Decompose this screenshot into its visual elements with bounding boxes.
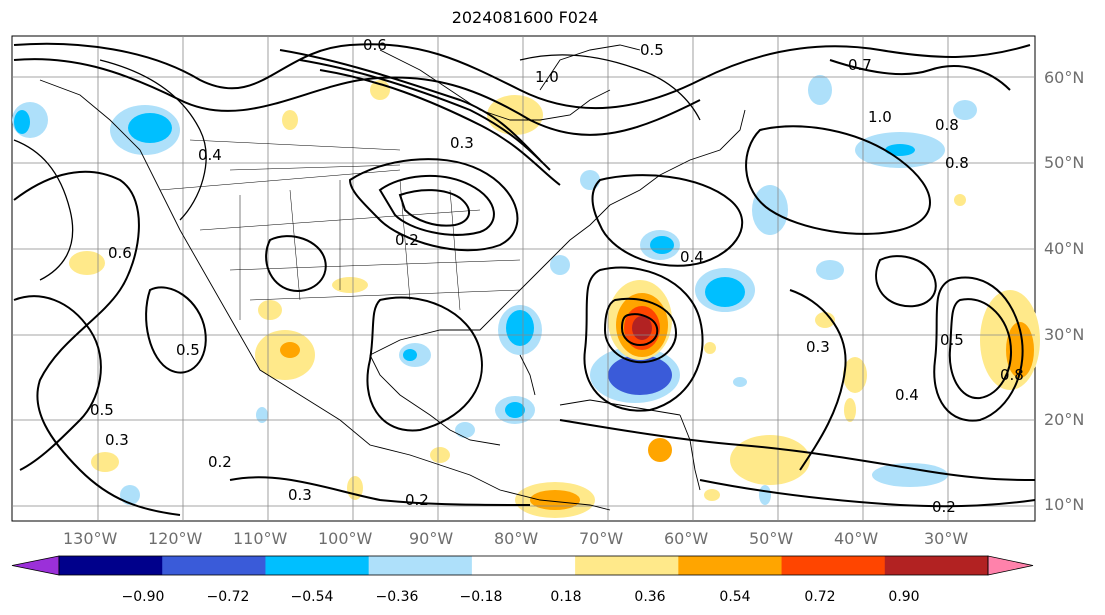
- lon-label: 120°W: [148, 529, 203, 548]
- contour-label: 1.0: [535, 68, 559, 86]
- lat-label: 60°N: [1044, 68, 1084, 87]
- colorbar-tick: −0.18: [460, 589, 503, 605]
- colorbar-segment: [265, 556, 370, 575]
- colorbar-segment: [781, 556, 886, 575]
- lon-label: 100°W: [318, 529, 373, 548]
- colorbar-tick: −0.54: [291, 589, 334, 605]
- contour-label: 0.3: [288, 486, 312, 504]
- coastlines: [39, 44, 746, 511]
- lat-label: 10°N: [1044, 495, 1084, 514]
- state-borders: [159, 139, 521, 320]
- colorbar-tick: 0.54: [719, 589, 750, 605]
- lat-label: 20°N: [1044, 410, 1084, 429]
- contour-label: 0.2: [395, 231, 419, 249]
- lon-label: 130°W: [63, 529, 118, 548]
- latitude-labels: 60°N 50°N 40°N 30°N 20°N 10°N: [1044, 68, 1084, 514]
- contour-label: 0.3: [450, 134, 474, 152]
- lat-lon-grid: [12, 36, 1035, 521]
- contour-label: 0.3: [105, 431, 129, 449]
- contour-label: 0.2: [208, 453, 232, 471]
- contour-label: 1.0: [868, 108, 892, 126]
- map-title: 2024081600 F024: [451, 8, 599, 27]
- colorbar-tick: 0.72: [804, 589, 835, 605]
- contour-label: 0.7: [848, 56, 872, 74]
- contour-label: 0.6: [363, 36, 387, 54]
- colorbar-segment: [162, 556, 266, 575]
- lon-label: 70°W: [579, 529, 623, 548]
- contour-label: 0.2: [932, 498, 956, 516]
- colorbar-tick: −0.90: [122, 589, 165, 605]
- contour-label: 0.6: [108, 244, 132, 262]
- lon-label: 40°W: [834, 529, 878, 548]
- colorbar-tick: 0.90: [888, 589, 919, 605]
- contour-lines-thin: [13, 54, 701, 281]
- lon-label: 90°W: [409, 529, 453, 548]
- lon-label: 110°W: [233, 529, 288, 548]
- colorbar-segment: [471, 556, 576, 575]
- contour-labels: 0.6 0.5 1.0 0.4 0.3 0.2 0.8 0.7 1.0 0.4 …: [90, 36, 1024, 516]
- contour-label: 0.4: [198, 146, 222, 164]
- contour-label: 0.3: [806, 338, 830, 356]
- colorbar-segment: [678, 556, 783, 575]
- colorbar-tick: −0.72: [207, 589, 250, 605]
- lon-label: 80°W: [494, 529, 538, 548]
- contour-label: 0.4: [895, 386, 919, 404]
- contour-label: 0.5: [90, 401, 114, 419]
- lon-label: 30°W: [924, 529, 968, 548]
- colorbar-tick: 0.18: [550, 589, 581, 605]
- longitude-labels: 130°W 120°W 110°W 100°W 90°W 80°W 70°W 6…: [63, 529, 968, 548]
- contour-label: 0.2: [405, 491, 429, 509]
- colorbar-tick-labels: −0.90 −0.72 −0.54 −0.36 −0.18 0.18 0.36 …: [122, 589, 920, 605]
- colorbar-tick: −0.36: [376, 589, 419, 605]
- colorbar-frame: [58, 555, 989, 576]
- contour-label: 0.5: [640, 41, 664, 59]
- colorbar-segment: [884, 556, 989, 575]
- contour-label: 0.5: [940, 331, 964, 349]
- lon-label: 50°W: [749, 529, 793, 548]
- colorbar: [11, 555, 1034, 576]
- lat-label: 40°N: [1044, 239, 1084, 258]
- colorbar-extend-min: [11, 555, 60, 576]
- lat-label: 50°N: [1044, 153, 1084, 172]
- contour-label: 0.4: [680, 248, 704, 266]
- colorbar-segment: [575, 556, 679, 575]
- colorbar-segment: [368, 556, 473, 575]
- colorbar-segment: [59, 556, 163, 575]
- contour-label: 0.8: [945, 154, 969, 172]
- contour-label: 0.8: [1000, 366, 1024, 384]
- lat-label: 30°N: [1044, 325, 1084, 344]
- contour-label: 0.5: [176, 341, 200, 359]
- contour-label: 0.8: [935, 116, 959, 134]
- colorbar-extend-max: [987, 555, 1034, 576]
- lon-label: 60°W: [664, 529, 708, 548]
- contour-lines: [13, 42, 1036, 516]
- map-frame: [11, 35, 1036, 522]
- colorbar-tick: 0.36: [634, 589, 665, 605]
